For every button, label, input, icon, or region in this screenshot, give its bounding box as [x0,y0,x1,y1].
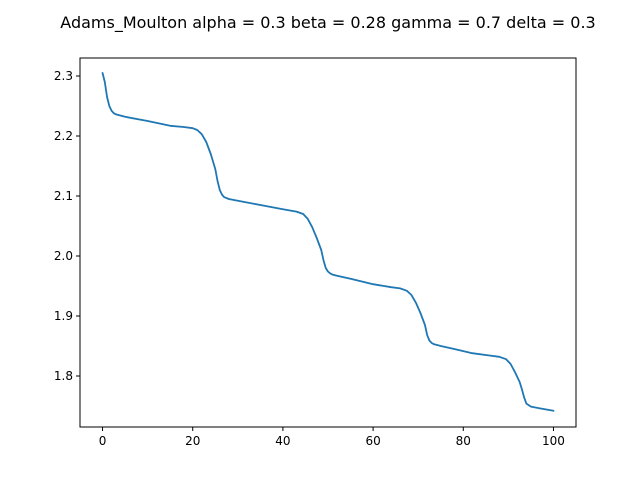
y-axis: 1.8 1.9 2.0 2.1 2.2 2.3 [54,69,80,383]
x-tick-label: 0 [99,434,107,448]
y-tick-label: 2.0 [54,249,73,263]
x-tick-label: 80 [456,434,471,448]
y-tick-label: 1.8 [54,369,73,383]
x-tick-label: 60 [365,434,380,448]
y-tick-label: 2.1 [54,189,73,203]
x-tick-label: 40 [275,434,290,448]
x-axis: 0 20 40 60 80 100 [99,427,565,448]
axes-frame [79,57,577,428]
x-tick-label: 20 [185,434,200,448]
y-tick-label: 1.9 [54,309,73,323]
chart-title: Adams_Moulton alpha = 0.3 beta = 0.28 ga… [60,13,595,33]
series-line [101,72,555,412]
y-tick-label: 2.3 [54,69,73,83]
plot-area [101,72,555,412]
x-tick-label: 100 [542,434,565,448]
y-tick-label: 2.2 [54,129,73,143]
